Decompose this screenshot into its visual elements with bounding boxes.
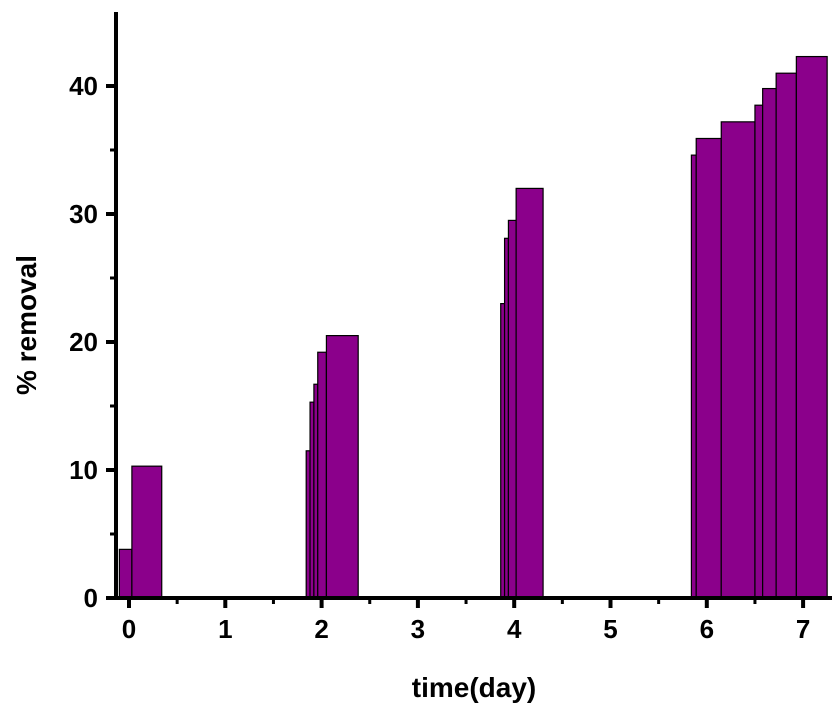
bar-12 bbox=[695, 137, 722, 599]
y-tick-label-2: 20 bbox=[69, 327, 98, 357]
bar-17 bbox=[795, 55, 828, 599]
bar-5 bbox=[317, 351, 328, 599]
x-tick-label-3: 3 bbox=[411, 614, 425, 644]
y-ticks-group: 0 10 20 30 40 bbox=[69, 71, 116, 613]
x-tick-label-7: 7 bbox=[796, 614, 810, 644]
bar-0 bbox=[118, 548, 133, 599]
bar-14 bbox=[754, 104, 764, 599]
bar-11 bbox=[690, 154, 697, 599]
x-tick-label-0: 0 bbox=[122, 614, 136, 644]
bar-13 bbox=[720, 121, 756, 599]
x-tick-label-6: 6 bbox=[700, 614, 714, 644]
x-tick-label-1: 1 bbox=[218, 614, 232, 644]
x-tick-label-4: 4 bbox=[507, 614, 522, 644]
x-tick-label-5: 5 bbox=[603, 614, 617, 644]
x-ticks-group: 0 1 2 3 4 5 6 7 bbox=[122, 598, 810, 644]
x-axis-title: time(day) bbox=[412, 672, 536, 703]
y-tick-label-0: 0 bbox=[84, 583, 98, 613]
y-tick-label-4: 40 bbox=[69, 71, 98, 101]
bar-10 bbox=[515, 187, 544, 599]
bar-1 bbox=[131, 465, 163, 599]
bar-15 bbox=[762, 87, 777, 599]
y-tick-label-1: 10 bbox=[69, 455, 98, 485]
bar-6 bbox=[325, 335, 359, 599]
x-tick-label-2: 2 bbox=[314, 614, 328, 644]
y-axis-title: % removal bbox=[11, 255, 42, 395]
bar-9 bbox=[507, 219, 517, 599]
bars-group bbox=[118, 55, 828, 599]
bar-16 bbox=[775, 72, 797, 599]
y-tick-label-3: 30 bbox=[69, 199, 98, 229]
